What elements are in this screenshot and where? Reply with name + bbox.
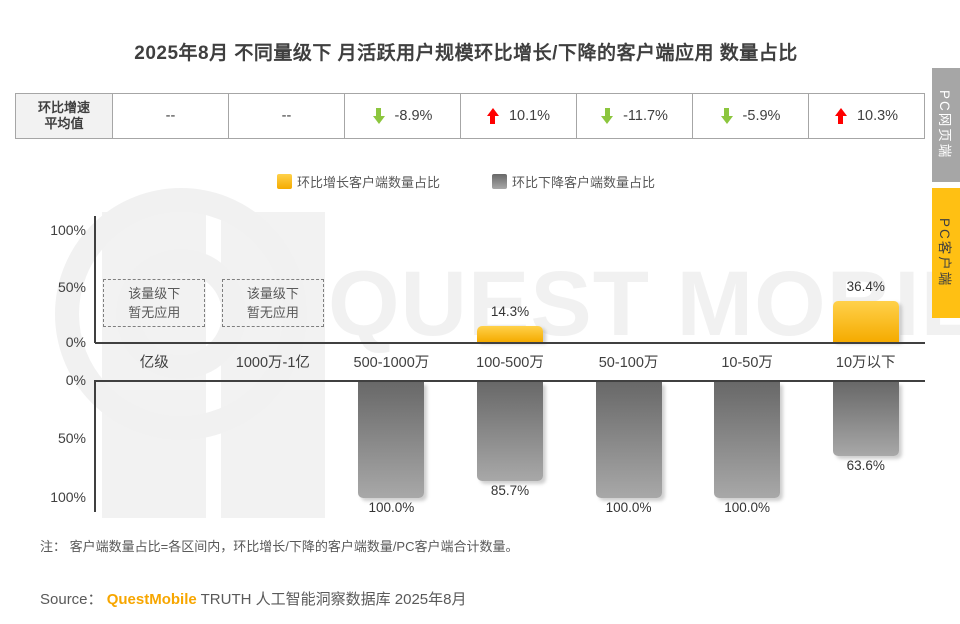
- arrow-down-icon: [372, 108, 385, 124]
- no-app-text: 该量级下: [246, 286, 299, 301]
- avg-value: -8.9%: [394, 108, 433, 124]
- top-axis-tick: 100%: [50, 222, 86, 238]
- decline-bar-value: 63.6%: [846, 458, 885, 473]
- avg-value: --: [281, 108, 292, 124]
- bottom-chart-y-axis: [94, 380, 96, 512]
- legend-label-decline: 环比下降客户端数量占比: [512, 175, 656, 190]
- avg-cell-4: -11.7%: [577, 94, 693, 138]
- decline-bar: [358, 382, 425, 498]
- chart-legend: 环比增长客户端数量占比 环比下降客户端数量占比: [0, 172, 932, 191]
- no-app-text: 暂无应用: [246, 305, 299, 320]
- arrow-up-icon: [834, 108, 847, 124]
- avg-table-header: 环比增速 平均值: [16, 94, 113, 138]
- legend-item-growth: 环比增长客户端数量占比: [276, 172, 440, 191]
- decline-bar: [477, 382, 543, 481]
- growth-bar-value: 36.4%: [846, 279, 885, 294]
- bottom-chart-x-axis: [95, 380, 925, 382]
- avg-cell-5: -5.9%: [693, 94, 809, 138]
- top-axis-tick: 0%: [65, 334, 86, 350]
- top-axis-tick: 50%: [57, 279, 86, 295]
- arrow-down-icon: [601, 108, 614, 124]
- avg-table-header-line2: 平均值: [44, 116, 84, 131]
- decline-bar: [714, 382, 781, 498]
- decline-bar: [832, 382, 899, 456]
- category-label: 亿级: [139, 355, 169, 371]
- category-label: 10万以下: [835, 355, 896, 371]
- category-label: 100-500万: [476, 355, 544, 371]
- avg-cell-2: -8.9%: [345, 94, 461, 138]
- bottom-axis-tick: 100%: [50, 489, 86, 505]
- no-app-text: 该量级下: [128, 286, 181, 301]
- source-brand: QuestMobile: [106, 591, 197, 608]
- growth-bar-value: 14.3%: [490, 304, 530, 319]
- avg-value: 10.1%: [508, 108, 551, 124]
- decline-bar: [595, 382, 662, 498]
- tab-pc-client[interactable]: PC客户端: [932, 188, 960, 318]
- avg-cell-1: --: [229, 94, 345, 138]
- decline-bar-value: 100.0%: [605, 500, 652, 515]
- avg-value: -5.9%: [742, 108, 781, 124]
- avg-cell-6: 10.3%: [809, 94, 924, 138]
- footnote: 注： 客户端数量占比=各区间内，环比增长/下降的客户端数量/PC客户端合计数量。: [40, 539, 519, 554]
- decline-bar-value: 100.0%: [724, 500, 771, 515]
- page-title: 2025年8月 不同量级下 月活跃用户规模环比增长/下降的客户端应用 数量占比: [134, 43, 798, 64]
- legend-swatch-growth-icon: [276, 174, 292, 189]
- avg-value: -11.7%: [623, 108, 668, 124]
- avg-growth-table: 环比增速 平均值 -- -- -8.9% 10.1% -11.7% -5.9% 10.3%: [15, 93, 925, 139]
- no-app-text: 暂无应用: [128, 305, 181, 320]
- bottom-axis-tick: 0%: [65, 372, 86, 388]
- legend-item-decline: 环比下降客户端数量占比: [492, 172, 655, 191]
- no-app-box: 该量级下 暂无应用: [221, 279, 324, 327]
- growth-bar: [477, 326, 543, 342]
- legend-swatch-decline-icon: [492, 174, 507, 189]
- avg-value: 10.3%: [856, 108, 899, 124]
- legend-label-growth: 环比增长客户端数量占比: [296, 175, 440, 190]
- avg-cell-0: --: [113, 94, 229, 138]
- decline-bar-value: 100.0%: [368, 500, 415, 515]
- category-label: 500-1000万: [353, 355, 430, 371]
- source-prefix: Source：: [40, 591, 103, 608]
- source-suffix: TRUTH 人工智能洞察数据库 2025年8月: [200, 591, 467, 608]
- no-app-box: 该量级下 暂无应用: [103, 279, 206, 327]
- category-label: 50-100万: [598, 355, 659, 371]
- arrow-up-icon: [486, 108, 499, 124]
- decline-bar-value: 85.7%: [490, 483, 530, 498]
- avg-value: --: [165, 108, 176, 124]
- bottom-axis-tick: 50%: [57, 430, 86, 446]
- avg-cell-3: 10.1%: [461, 94, 577, 138]
- category-label: 10-50万: [721, 355, 773, 371]
- top-chart-y-axis: [94, 216, 96, 343]
- tab-pc-web[interactable]: PC网页端: [932, 68, 960, 182]
- arrow-down-icon: [720, 108, 733, 124]
- category-label: 1000万-1亿: [235, 355, 310, 371]
- source-line: Source： QuestMobile TRUTH 人工智能洞察数据库 2025…: [40, 588, 467, 609]
- avg-table-header-line1: 环比增速: [37, 100, 90, 115]
- growth-bar: [832, 301, 899, 342]
- top-chart-x-axis: [95, 342, 925, 344]
